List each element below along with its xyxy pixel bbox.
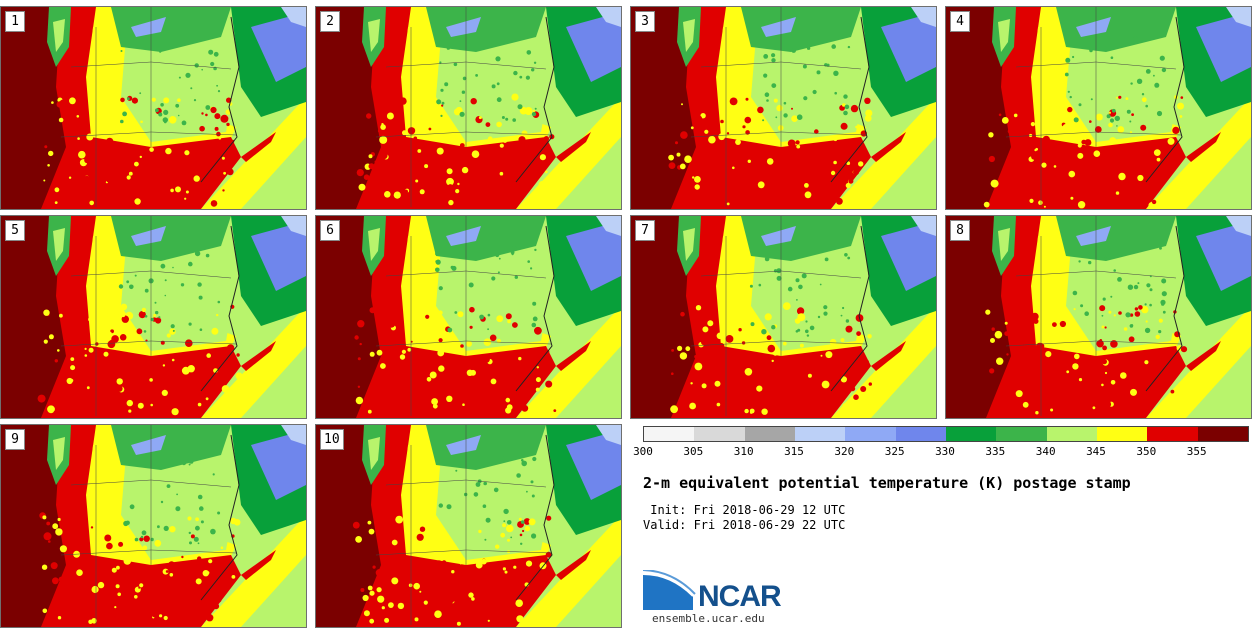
colorbar-tick: 320 <box>834 445 855 458</box>
member-panel-3: 3 <box>630 6 937 210</box>
colorbar-tick: 310 <box>733 445 754 458</box>
member-panel-10: 10 <box>315 424 622 628</box>
theta-e-map <box>1 216 306 418</box>
colorbar-swatch <box>644 427 695 441</box>
member-panel-1: 1 <box>0 6 307 210</box>
member-label: 4 <box>950 11 970 32</box>
member-label: 7 <box>635 220 655 241</box>
colorbar-tick: 350 <box>1136 445 1157 458</box>
theta-e-map <box>316 425 621 627</box>
member-label: 8 <box>950 220 970 241</box>
theta-e-map <box>316 216 621 418</box>
member-label: 2 <box>320 11 340 32</box>
theta-e-map <box>316 7 621 209</box>
member-panel-7: 7 <box>630 215 937 419</box>
colorbar-swatch <box>794 427 846 441</box>
colorbar <box>643 426 1249 442</box>
theta-e-map <box>631 216 936 418</box>
logo-text: NCAR <box>698 580 782 613</box>
colorbar-swatch <box>744 427 795 441</box>
colorbar-tick: 325 <box>884 445 905 458</box>
ncar-logo-icon <box>643 570 696 610</box>
colorbar-swatch <box>895 427 946 441</box>
member-label: 6 <box>320 220 340 241</box>
colorbar-swatch <box>845 427 896 441</box>
colorbar-tick: 340 <box>1035 445 1056 458</box>
member-panel-2: 2 <box>315 6 622 210</box>
member-panel-4: 4 <box>945 6 1252 210</box>
colorbar-tick: 315 <box>784 445 804 458</box>
colorbar-tick: 355 <box>1186 445 1207 458</box>
member-panel-6: 6 <box>315 215 622 419</box>
logo-url: ensemble.ucar.edu <box>652 612 765 625</box>
theta-e-map <box>631 7 936 209</box>
colorbar-tick: 335 <box>985 445 1006 458</box>
member-panel-9: 9 <box>0 424 307 628</box>
member-label: 9 <box>5 429 25 450</box>
colorbar-swatch <box>694 427 745 441</box>
member-label: 3 <box>635 11 655 32</box>
theta-e-map <box>946 216 1251 418</box>
theta-e-map <box>1 7 306 209</box>
colorbar-swatch <box>1197 427 1248 441</box>
colorbar-tick: 300 <box>633 445 653 458</box>
colorbar-swatch <box>1147 427 1198 441</box>
colorbar-tick: 345 <box>1086 445 1106 458</box>
member-label: 10 <box>320 429 344 450</box>
member-label: 1 <box>5 11 25 32</box>
colorbar-swatch <box>996 427 1047 441</box>
colorbar-tick: 330 <box>935 445 955 458</box>
colorbar-swatch <box>1046 427 1097 441</box>
colorbar-ticks: 300 305 310 315 320 325 330 335 340 345 350 355 <box>633 445 1247 459</box>
theta-e-map <box>1 425 306 627</box>
member-panel-5: 5 <box>0 215 307 419</box>
colorbar-tick: 305 <box>683 445 704 458</box>
theta-e-map <box>946 7 1251 209</box>
colorbar-swatch <box>945 427 997 441</box>
member-label: 5 <box>5 220 25 241</box>
figure-title: 2-m equivalent potential temperature (K)… <box>643 474 1131 492</box>
colorbar-swatch <box>1096 427 1148 441</box>
valid-time: Valid: Fri 2018-06-29 22 UTC <box>643 518 846 532</box>
init-time: Init: Fri 2018-06-29 12 UTC <box>643 503 846 517</box>
member-panel-8: 8 <box>945 215 1252 419</box>
